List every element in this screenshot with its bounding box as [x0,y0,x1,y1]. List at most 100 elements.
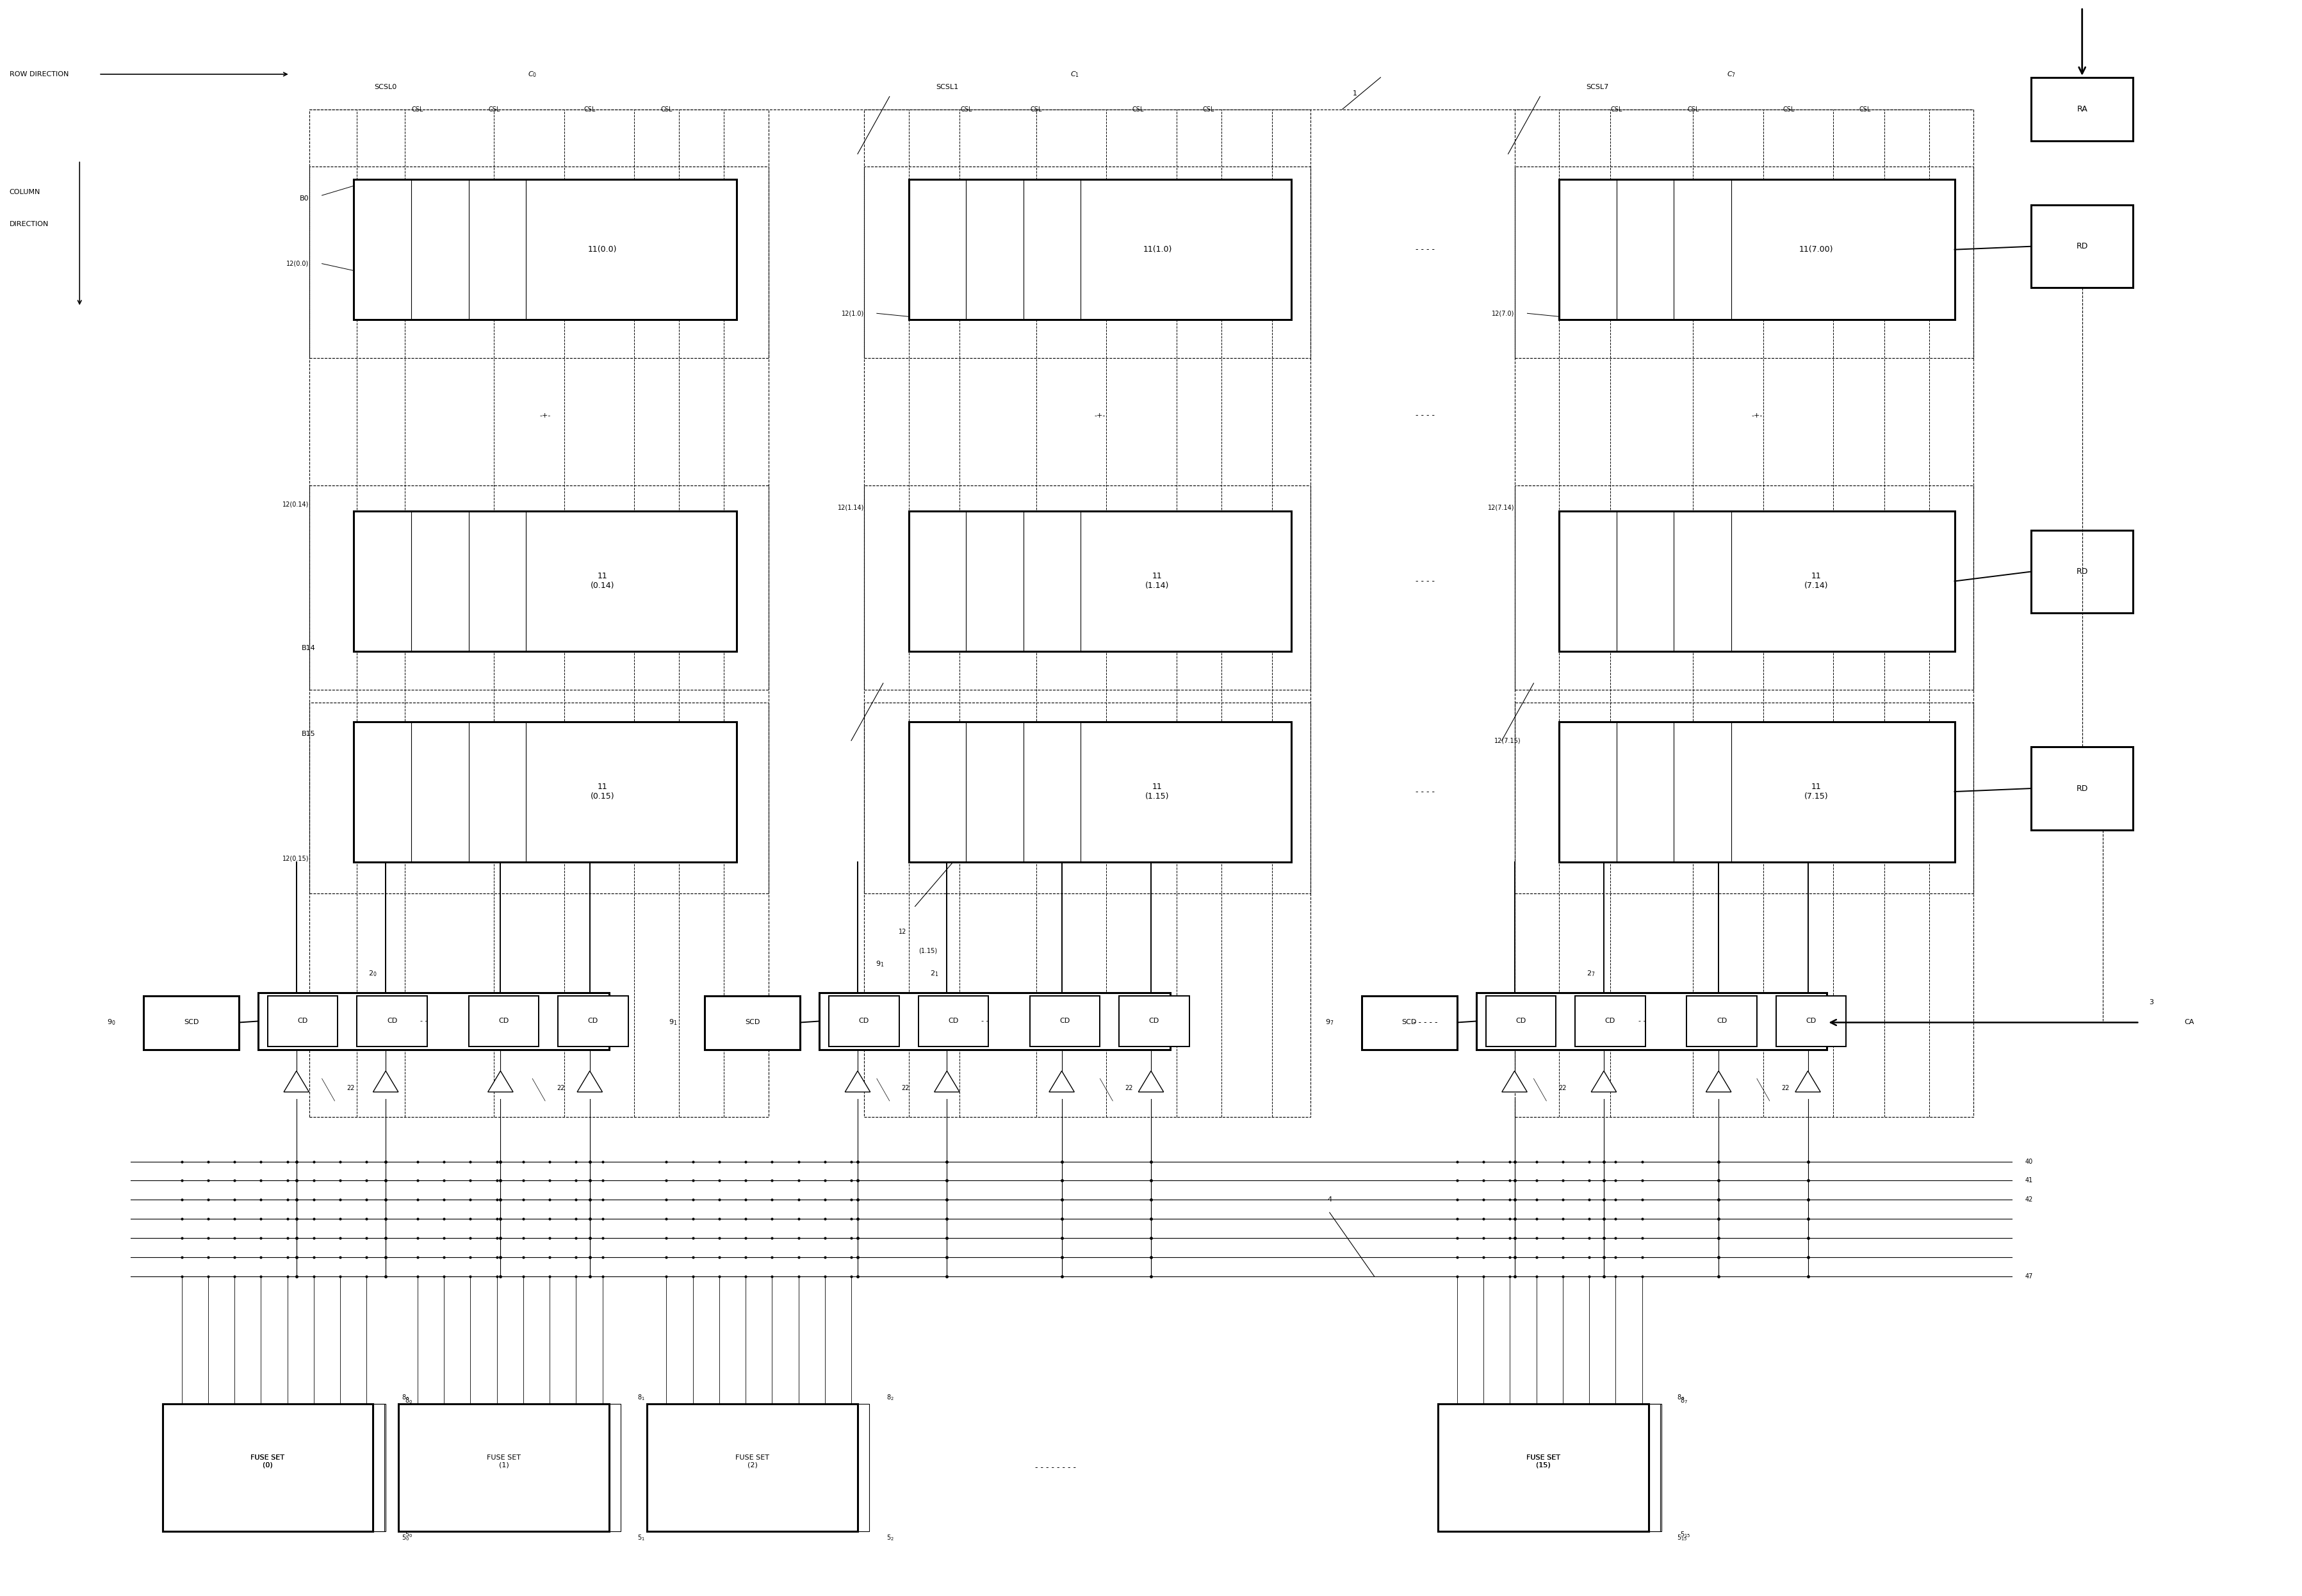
Text: 42: 42 [2026,1197,2033,1203]
Bar [1575,996,1646,1047]
Text: - -: - - [981,1018,990,1025]
Text: 12: 12 [898,929,907,935]
Text: CD: CD [1604,1018,1616,1025]
Polygon shape [283,1071,308,1092]
Text: $8_1$: $8_1$ [638,1393,645,1401]
Text: CSL: CSL [1202,105,1213,112]
Text: $5_{15}$: $5_{15}$ [1680,1531,1692,1539]
Text: CSL: CSL [1860,105,1872,112]
Text: $8_0$: $8_0$ [405,1396,412,1404]
Bar [355,721,737,862]
Text: $C_1$: $C_1$ [1070,70,1080,78]
Bar [267,996,338,1047]
Bar [909,721,1291,862]
Text: $5_1$: $5_1$ [638,1534,645,1542]
Text: -+-: -+- [1093,412,1105,418]
Text: CSL: CSL [1687,105,1699,112]
Bar [1515,109,1973,1117]
Bar [1029,996,1100,1047]
Text: 12(0.14): 12(0.14) [283,501,308,508]
Text: SCSL0: SCSL0 [375,83,396,91]
Bar [647,1404,859,1531]
Bar [2030,78,2134,140]
Bar [1515,485,1973,689]
Text: -+-: -+- [539,412,550,418]
Text: CD: CD [1515,1018,1526,1025]
Bar [357,996,428,1047]
Bar [1558,511,1954,651]
Bar [1515,702,1973,894]
Polygon shape [845,1071,870,1092]
Text: FUSE SET
(1): FUSE SET (1) [486,1454,520,1468]
Text: 22: 22 [557,1085,564,1092]
Bar [1119,996,1190,1047]
Bar [820,993,1169,1050]
Text: 11(0.0): 11(0.0) [587,246,617,254]
Text: 11(7.00): 11(7.00) [1800,246,1832,254]
Text: 11
(7.14): 11 (7.14) [1805,573,1828,591]
Bar [143,996,239,1050]
Text: CD: CD [1717,1018,1726,1025]
Bar [909,511,1291,651]
Text: $C_0$: $C_0$ [527,70,536,78]
Text: RD: RD [2076,568,2088,576]
Text: (1.15): (1.15) [918,948,937,954]
Text: 3: 3 [2150,999,2155,1005]
Text: $2_7$: $2_7$ [1586,969,1595,978]
Text: CSL: CSL [585,105,596,112]
Text: - - - - - - - -: - - - - - - - - [1036,1464,1075,1472]
Text: - - - -: - - - - [1416,246,1434,254]
Bar [1687,996,1756,1047]
Bar [909,179,1291,319]
Bar [163,1404,373,1531]
Text: $9_7$: $9_7$ [1326,1018,1333,1026]
Text: $2_1$: $2_1$ [930,969,939,978]
Text: CD: CD [859,1018,870,1025]
Text: $5_0$: $5_0$ [401,1534,410,1542]
Polygon shape [1591,1071,1616,1092]
Text: 12(7.0): 12(7.0) [1492,310,1515,316]
Text: CD: CD [297,1018,308,1025]
Text: CD: CD [1059,1018,1070,1025]
Text: CSL: CSL [661,105,672,112]
Bar [308,166,769,358]
Bar [1360,996,1457,1050]
Bar [863,166,1310,358]
Bar [258,993,610,1050]
Text: - -: - - [421,1018,428,1025]
Text: 11
(1.14): 11 (1.14) [1146,573,1169,591]
Text: 12(7.14): 12(7.14) [1487,504,1515,511]
Text: - -: - - [1639,1018,1646,1025]
Polygon shape [1706,1071,1731,1092]
Text: - - - - -: - - - - - [1413,1018,1436,1026]
Text: 22: 22 [348,1085,355,1092]
Text: CD: CD [500,1018,509,1025]
Text: -+-: -+- [1752,412,1763,418]
Polygon shape [935,1071,960,1092]
Text: FUSE SET
(2): FUSE SET (2) [734,1454,769,1468]
Text: SCD: SCD [1402,1020,1416,1026]
Text: SCSL7: SCSL7 [1586,83,1609,91]
Bar [918,996,988,1047]
Bar [163,1404,373,1531]
Text: $8_0$: $8_0$ [401,1393,410,1401]
Text: CD: CD [1149,1018,1160,1025]
Text: $5_0$: $5_0$ [405,1531,412,1539]
Text: 11
(7.15): 11 (7.15) [1805,782,1828,801]
Text: 40: 40 [2026,1159,2033,1165]
Bar [2030,204,2134,287]
Text: 41: 41 [2026,1178,2033,1184]
Text: 12(0.0): 12(0.0) [285,260,308,267]
Text: RD: RD [2076,243,2088,251]
Bar [1515,166,1973,358]
Text: 22: 22 [1782,1085,1789,1092]
Text: CSL: CSL [412,105,424,112]
Text: 47: 47 [2026,1274,2033,1280]
Text: CSL: CSL [1611,105,1623,112]
Text: CSL: CSL [1782,105,1796,112]
Text: $5_2$: $5_2$ [886,1534,893,1542]
Bar [1777,996,1846,1047]
Text: 1: 1 [1354,89,1358,96]
Text: 11
(0.15): 11 (0.15) [592,782,615,801]
Text: 12(1.0): 12(1.0) [843,310,863,316]
